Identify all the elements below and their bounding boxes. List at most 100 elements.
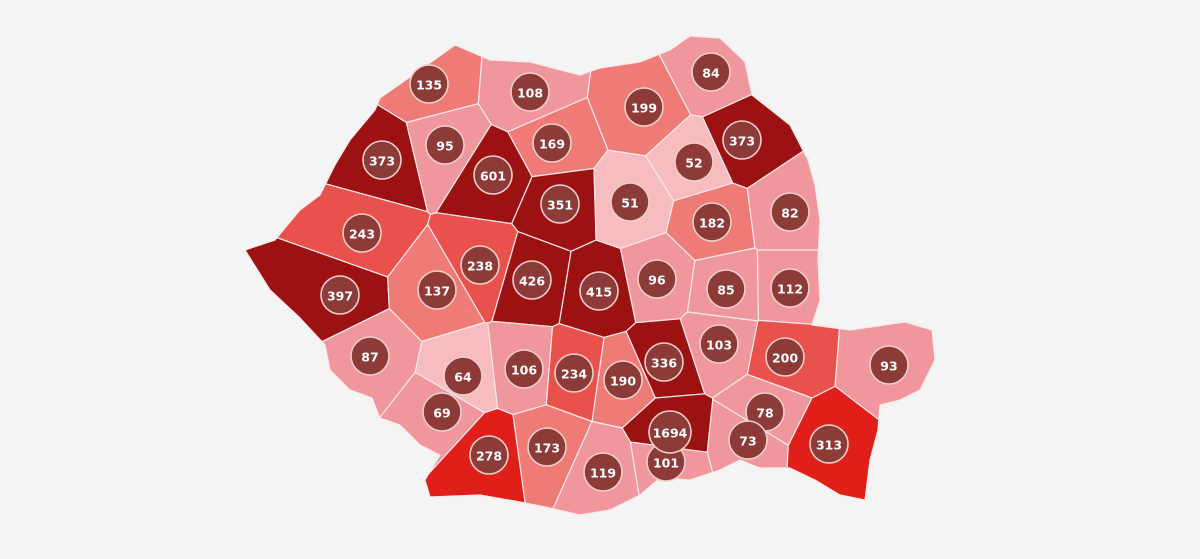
badge-circle	[583, 452, 623, 492]
badge-circle	[809, 424, 849, 464]
county-value-badge: 373	[722, 120, 762, 160]
county-value-badge: 137	[417, 270, 457, 310]
badge-circle	[473, 155, 513, 195]
county-value-badge: 234	[554, 353, 594, 393]
county-value: 182	[699, 216, 725, 231]
county-value-badge: 69	[422, 392, 462, 432]
county-value-badge: 108	[510, 72, 550, 112]
badge-circle	[512, 260, 552, 300]
badge-circle	[624, 87, 664, 127]
badge-circle	[510, 72, 550, 112]
badge-circle	[579, 271, 619, 311]
county-value-badge: 278	[469, 435, 509, 475]
badge-circle	[722, 120, 762, 160]
county-value-badge: 238	[460, 245, 500, 285]
county-value: 93	[880, 359, 897, 374]
county-value: 69	[433, 406, 450, 421]
badge-circle	[443, 356, 483, 396]
county-value: 278	[476, 449, 502, 464]
county-value: 397	[327, 289, 353, 304]
county-value: 173	[534, 441, 560, 456]
county-value-badge: 87	[350, 336, 390, 376]
county-value: 137	[424, 284, 450, 299]
county-value-badge: 106	[504, 349, 544, 389]
county-value: 601	[480, 169, 506, 184]
badge-circle	[350, 336, 390, 376]
badge-circle	[554, 353, 594, 393]
badge-circle	[469, 435, 509, 475]
badge-circle	[644, 342, 684, 382]
county-value: 112	[777, 282, 803, 297]
badge-circle	[692, 202, 732, 242]
county-value: 238	[467, 259, 493, 274]
badge-circle	[532, 123, 572, 163]
county-value: 87	[361, 350, 378, 365]
county-value-badge: 82	[770, 192, 810, 232]
county-value: 84	[702, 66, 720, 81]
county-value: 234	[561, 367, 587, 382]
badge-circle	[409, 64, 449, 104]
county-value-badge: 373	[362, 140, 402, 180]
county-value-badge: 200	[765, 337, 805, 377]
county-value-badge: 190	[603, 360, 643, 400]
county-value: 336	[651, 356, 677, 371]
county-value-badge: 1694	[648, 410, 692, 454]
county-value: 351	[547, 198, 573, 213]
badge-circle	[603, 360, 643, 400]
county-value: 1694	[653, 426, 688, 441]
county-value: 64	[454, 370, 472, 385]
county-value-badge: 426	[512, 260, 552, 300]
county-value-badge: 336	[644, 342, 684, 382]
badge-circle	[417, 270, 457, 310]
county-value-badge: 397	[320, 275, 360, 315]
county-value: 373	[369, 154, 395, 169]
county-value-badge: 85	[706, 269, 746, 309]
county-value: 73	[739, 434, 756, 449]
county-value: 85	[717, 283, 734, 298]
county-value-badges: 135 108 199 84 373 95 601 169 373 52 351 51 182 82 243…	[320, 52, 909, 492]
county-value-badge: 52	[674, 142, 714, 182]
badge-circle	[460, 245, 500, 285]
badge-circle	[869, 345, 909, 385]
county-value: 135	[416, 78, 442, 93]
badge-circle	[527, 427, 567, 467]
county-value: 78	[756, 406, 773, 421]
county-value: 106	[511, 363, 537, 378]
county-value-badge: 169	[532, 123, 572, 163]
county-value: 119	[590, 466, 616, 481]
county-value: 373	[729, 134, 755, 149]
county-value-badge: 103	[699, 324, 739, 364]
badge-circle	[706, 269, 746, 309]
county-value: 426	[519, 274, 545, 289]
county-value-badge: 96	[637, 259, 677, 299]
badge-circle	[770, 192, 810, 232]
badge-circle	[699, 324, 739, 364]
county-value: 95	[436, 139, 453, 154]
badge-circle	[422, 392, 462, 432]
county-value-badge: 64	[443, 356, 483, 396]
badge-circle	[610, 182, 650, 222]
county-value: 243	[349, 227, 375, 242]
badge-circle	[637, 259, 677, 299]
county-value: 52	[685, 156, 702, 171]
county-value-badge: 313	[809, 424, 849, 464]
county-value: 82	[781, 206, 798, 221]
badge-circle	[320, 275, 360, 315]
badge-circle	[765, 337, 805, 377]
county-value-badge: 119	[583, 452, 623, 492]
county-value: 200	[772, 351, 798, 366]
county-value-badge: 51	[610, 182, 650, 222]
county-value: 108	[517, 86, 543, 101]
badge-circle	[674, 142, 714, 182]
badge-circle	[425, 125, 465, 165]
county-value: 169	[539, 137, 565, 152]
badge-circle	[728, 420, 768, 460]
county-value-badge: 73	[728, 420, 768, 460]
county-value: 415	[586, 285, 612, 300]
county-value-badge: 415	[579, 271, 619, 311]
county-value: 199	[631, 101, 657, 116]
county-value-badge: 112	[770, 268, 810, 308]
badge-circle	[362, 140, 402, 180]
county-value-badge: 243	[342, 213, 382, 253]
